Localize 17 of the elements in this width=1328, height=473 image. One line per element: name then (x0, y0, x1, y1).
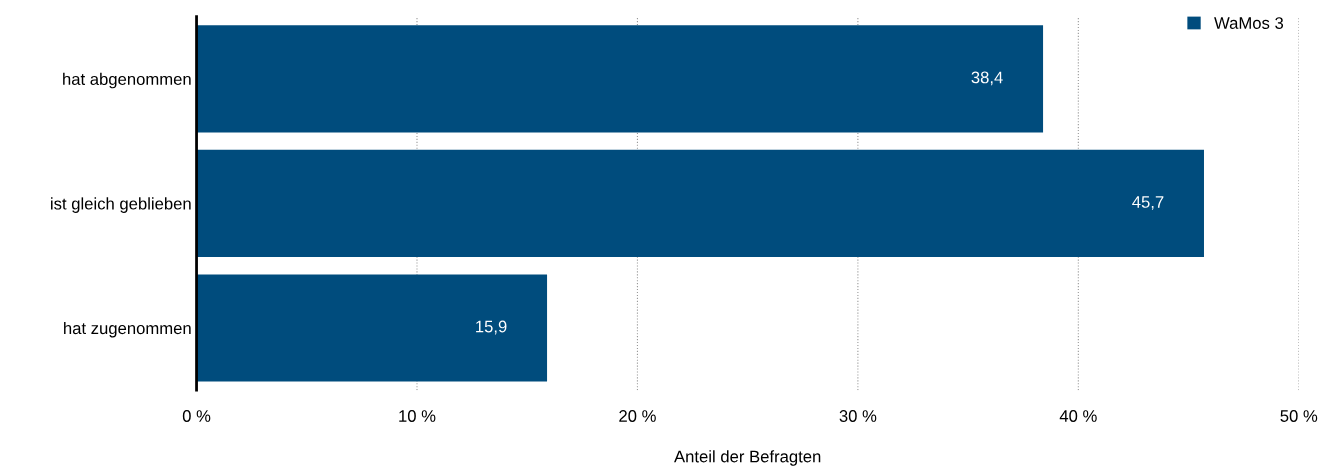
x-tick-label: 30 % (839, 410, 877, 422)
bar (196, 149, 1204, 257)
y-tick-label: ist gleich geblieben (51, 197, 191, 213)
y-tick-label: hat abgenommen (63, 72, 191, 89)
bar (196, 274, 548, 382)
data-label: 15,9 (476, 320, 507, 335)
x-tick-label: 10 % (399, 410, 436, 422)
bar (196, 25, 1044, 133)
data-label: 38,4 (971, 71, 1003, 86)
x-tick-label: 50 % (1280, 410, 1318, 422)
x-axis-title: Anteil der Befragten (674, 450, 821, 466)
x-tick-label: 20 % (619, 410, 656, 422)
data-label: 45,7 (1132, 196, 1164, 210)
legend-label: WaMos 3 (1214, 17, 1284, 29)
x-tick-label: 0 % (182, 410, 211, 422)
x-tick-label: 40 % (1059, 410, 1097, 422)
y-tick-label: hat zugenommen (64, 321, 191, 338)
